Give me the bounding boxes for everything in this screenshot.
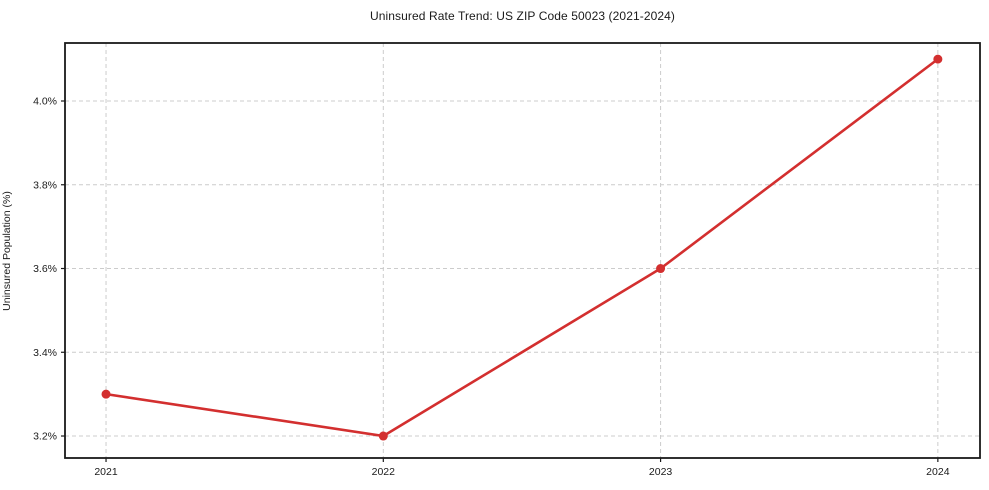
y-tick-label: 3.6% <box>33 263 57 275</box>
plot-border <box>64 42 981 459</box>
x-tick-label: 2021 <box>94 466 118 478</box>
y-tick-label: 3.2% <box>33 431 57 443</box>
trend-line <box>104 57 940 438</box>
chart-title: Uninsured Rate Trend: US ZIP Code 50023 … <box>369 9 676 23</box>
y-tick-label: 4.0% <box>33 95 57 107</box>
data-point-marker <box>101 389 111 399</box>
data-point-marker <box>656 264 666 274</box>
x-tick-label: 2023 <box>649 466 673 478</box>
data-point-marker <box>933 54 943 64</box>
y-tick-label: 3.8% <box>33 179 57 191</box>
y-tick-label: 3.4% <box>33 347 57 359</box>
data-point-marker <box>378 431 388 441</box>
x-tick-label: 2024 <box>926 466 950 478</box>
x-tick-label: 2022 <box>372 466 396 478</box>
